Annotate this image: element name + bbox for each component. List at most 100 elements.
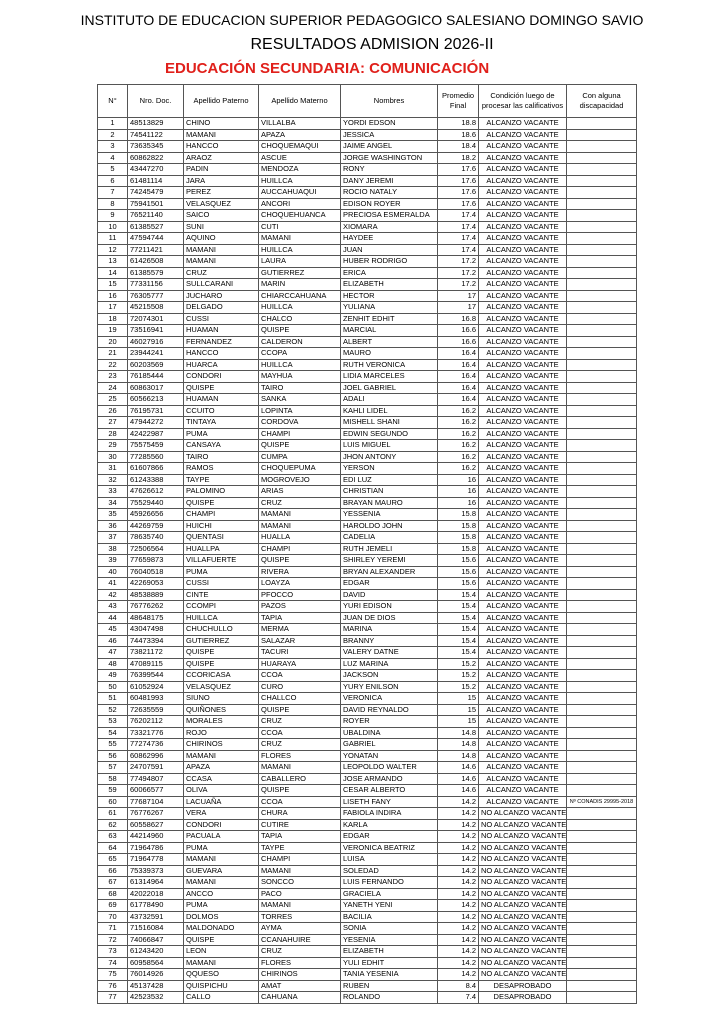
table-cell: CONDORI	[183, 818, 259, 831]
table-cell: QUISPE	[258, 784, 341, 797]
table-cell: 14.2	[437, 933, 479, 946]
table-cell: HUILLCA	[183, 611, 259, 624]
table-cell: 46	[97, 634, 128, 647]
table-cell: 61778490	[127, 899, 184, 912]
table-cell: BRANNY	[340, 634, 438, 647]
table-cell: 5	[97, 163, 128, 176]
table-cell: 44	[97, 611, 128, 624]
table-cell: HANCCO	[183, 347, 259, 360]
table-cell: 20	[97, 335, 128, 348]
table-row: 63 44214960 PACUALA TAPIA EDGAR 14.2 NO ALCANZ…	[97, 830, 637, 843]
table-cell: 1	[97, 117, 128, 130]
table-cell: CHALCO	[258, 312, 341, 325]
table-cell: VILLALBA	[258, 117, 341, 130]
table-cell: 77494807	[127, 772, 184, 785]
table-cell: ALCANZO VACANTE	[478, 519, 567, 532]
table-cell: QUIÑONES	[183, 703, 259, 716]
table-cell	[566, 761, 637, 774]
table-cell: 34	[97, 496, 128, 509]
table-cell: 17.6	[437, 186, 479, 199]
table-row: 39 77659873 VILLAFUERTE QUISPE SHIRLEY YEREM…	[97, 554, 637, 567]
column-header: Nro. Doc.	[127, 84, 184, 118]
table-cell: 46027916	[127, 335, 184, 348]
table-row: 37 78635740 QUENTASI HUALLA CADELIA 15.8 ALCAN…	[97, 531, 637, 544]
table-cell: QUISPICHU	[183, 979, 259, 992]
table-cell: CONDORI	[183, 370, 259, 383]
table-cell	[566, 807, 637, 820]
table-cell: CURO	[258, 680, 341, 693]
column-header: N°	[97, 84, 128, 118]
table-cell: ALCANZO VACANTE	[478, 301, 567, 314]
table-cell: CCOA	[258, 669, 341, 682]
table-cell: JUCHARO	[183, 289, 259, 302]
table-cell: 60	[97, 795, 128, 808]
table-cell: DAVID REYNALDO	[340, 703, 438, 716]
table-cell: GABRIEL	[340, 738, 438, 751]
table-row: 31 61607866 RAMOS CHOQUEPUMA YERSON 16.2 ALCAN…	[97, 462, 637, 475]
table-cell: AUCCAHUAQUI	[258, 186, 341, 199]
table-row: 55 77274736 CHIRINOS CRUZ GABRIEL 14.8 ALCANZO…	[97, 738, 637, 751]
table-cell: ALCANZO VACANTE	[478, 715, 567, 728]
table-cell	[566, 232, 637, 245]
table-cell: NO ALCANZO VACANTE	[478, 899, 567, 912]
table-cell: JOEL GABRIEL	[340, 381, 438, 394]
table-row: 43 76776262 CCOMPI PAZOS YURI EDISON 15.4 ALCA…	[97, 600, 637, 613]
table-cell: 56	[97, 749, 128, 762]
table-cell: 44214960	[127, 830, 184, 843]
table-cell: 38	[97, 542, 128, 555]
table-cell: LOAYZA	[258, 577, 341, 590]
table-cell: PFOCCO	[258, 588, 341, 601]
table-cell: ALCANZO VACANTE	[478, 255, 567, 268]
table-cell	[566, 197, 637, 210]
table-cell	[566, 726, 637, 739]
table-cell: 69	[97, 899, 128, 912]
table-cell: ALCANZO VACANTE	[478, 473, 567, 486]
column-header: Apellido Materno	[258, 84, 341, 118]
table-cell: HUICHI	[183, 519, 259, 532]
header-row: N° Nro. Doc. Apellido Paterno Apellido Mate…	[97, 84, 637, 118]
table-cell: 42	[97, 588, 128, 601]
table-cell: 15.2	[437, 669, 479, 682]
table-row: 13 61426508 MAMANI LAURA HUBER RODRIGO 17.2 AL…	[97, 255, 637, 268]
table-cell: 65	[97, 853, 128, 866]
column-header: Condición luego de procesar las califica…	[478, 84, 567, 118]
table-row: 19 73516941 HUAMAN QUISPE MARCIAL 16.6 ALCANZO…	[97, 324, 637, 337]
table-cell: CHOQUEHUANCA	[258, 209, 341, 222]
table-cell: HUILLCA	[258, 358, 341, 371]
table-row: 36 44269759 HUICHI MAMANI HAROLDO JOHN 15.8 AL…	[97, 519, 637, 532]
table-cell	[566, 991, 637, 1004]
table-cell: CRUZ	[258, 738, 341, 751]
table-row: 20 46027916 FERNANDEZ CALDERON ALBERT 16.6 ALC…	[97, 335, 637, 348]
table-cell	[566, 657, 637, 670]
table-cell: JHON ANTONY	[340, 450, 438, 463]
table-cell	[566, 542, 637, 555]
table-cell: LEON	[183, 945, 259, 958]
table-cell	[566, 899, 637, 912]
table-cell: 37	[97, 531, 128, 544]
table-row: 67 61314964 MAMANI SONCCO LUIS FERNANDO 14.2 N…	[97, 876, 637, 889]
table-row: 38 72506564 HUALLPA CHAMPI RUTH JEMELI 15.8 AL…	[97, 542, 637, 555]
table-cell: JAIME ANGEL	[340, 140, 438, 153]
table-cell: EDI LUZ	[340, 473, 438, 486]
table-cell: 76195731	[127, 404, 184, 417]
table-cell	[566, 611, 637, 624]
table-cell: HUBER RODRIGO	[340, 255, 438, 268]
table-cell: DESAPROBADO	[478, 991, 567, 1004]
table-cell: MISHELL SHANI	[340, 416, 438, 429]
table-cell: JARA	[183, 174, 259, 187]
table-cell: 76014926	[127, 968, 184, 981]
table-row: 54 73321776 ROJO CCOA UBALDINA 14.8 ALCANZO VA…	[97, 726, 637, 739]
table-cell: 72	[97, 933, 128, 946]
table-cell: 61243388	[127, 473, 184, 486]
table-cell: ALCANZO VACANTE	[478, 646, 567, 659]
table-cell: SUNI	[183, 220, 259, 233]
table-cell	[566, 439, 637, 452]
table-cell: ADALI	[340, 393, 438, 406]
table-cell: LOPINTA	[258, 404, 341, 417]
table-cell: MAMANI	[258, 761, 341, 774]
table-cell: CHRISTIAN	[340, 485, 438, 498]
table-cell: CHAMPI	[258, 542, 341, 555]
table-cell: 9	[97, 209, 128, 222]
table-cell: ALCANZO VACANTE	[478, 186, 567, 199]
table-cell: VALERY DATNE	[340, 646, 438, 659]
